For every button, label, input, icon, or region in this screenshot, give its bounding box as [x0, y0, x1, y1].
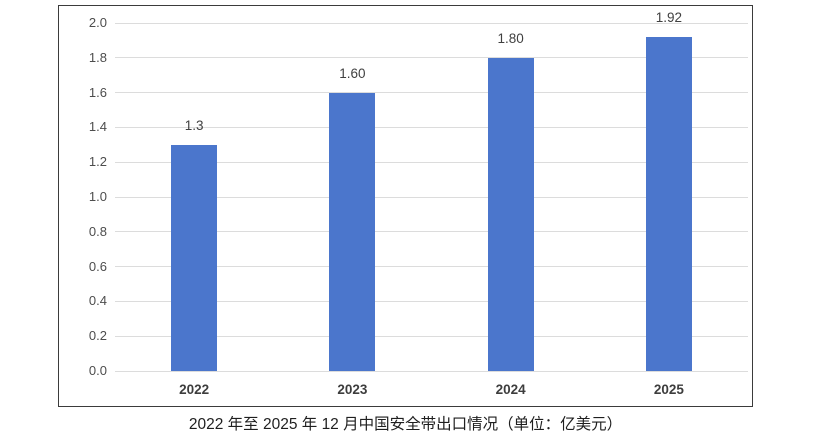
- grid-line: [115, 161, 748, 163]
- y-tick-label: 1.2: [88, 154, 107, 170]
- y-tick-label: 1.4: [88, 119, 107, 135]
- chart-title: 2022 年至 2025 年 12 月中国安全带出口情况（单位：亿美元）: [188, 416, 623, 433]
- bar-value-label: 1.80: [497, 30, 524, 46]
- bar-value-label: 1.3: [184, 117, 204, 133]
- y-tick-label: 0.6: [88, 258, 107, 274]
- bar-value-label: 1.60: [339, 65, 366, 81]
- bar-2022: [171, 144, 218, 371]
- grid-line: [115, 126, 748, 128]
- grid-line: [115, 300, 748, 302]
- x-category-label: 2024: [495, 382, 526, 397]
- bar-2024: [487, 57, 534, 371]
- y-tick-label: 2.0: [88, 15, 107, 30]
- bar-value-label: 1.92: [655, 9, 683, 25]
- x-category-label: 2023: [337, 382, 368, 397]
- grid-line: [115, 231, 748, 233]
- grid-line: [115, 370, 748, 372]
- grid-line: [115, 266, 748, 268]
- y-tick-label: 1.0: [88, 189, 107, 204]
- grid-line: [115, 92, 748, 94]
- bar-2023: [329, 92, 376, 371]
- grid-line: [115, 22, 748, 24]
- y-tick-label: 1.6: [88, 84, 107, 100]
- bar-2025: [645, 36, 692, 371]
- y-tick-label: 1.8: [88, 49, 107, 65]
- grid-line: [115, 57, 748, 59]
- y-tick-label: 0.8: [88, 223, 107, 239]
- x-category-label: 2025: [653, 382, 684, 397]
- grid-line: [115, 196, 748, 198]
- y-tick-label: 0.0: [88, 363, 107, 378]
- y-tick-label: 0.2: [88, 328, 107, 344]
- y-tick-label: 0.4: [88, 293, 107, 309]
- grid-line: [115, 335, 748, 337]
- x-category-label: 2022: [179, 382, 210, 397]
